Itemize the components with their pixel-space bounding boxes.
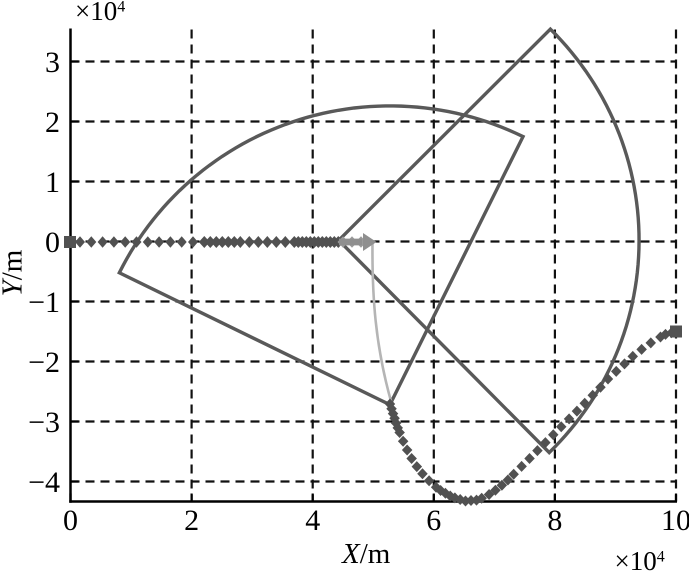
svg-text:10: 10 [661, 504, 689, 537]
svg-text:0: 0 [63, 504, 78, 537]
svg-text:−2: −2 [28, 346, 60, 379]
svg-text:3: 3 [45, 46, 60, 79]
svg-text:−3: −3 [28, 406, 60, 439]
svg-text:8: 8 [547, 504, 562, 537]
svg-text:6: 6 [426, 504, 441, 537]
svg-text:X/m: X/m [341, 538, 391, 570]
svg-text:4: 4 [305, 504, 320, 537]
svg-text:2: 2 [45, 106, 60, 139]
svg-text:−1: −1 [28, 286, 60, 319]
svg-text:1: 1 [45, 166, 60, 199]
svg-text:Y/m: Y/m [0, 249, 29, 296]
svg-text:−4: −4 [28, 466, 60, 499]
svg-text:2: 2 [184, 504, 199, 537]
svg-text:0: 0 [45, 226, 60, 259]
svg-text:×104: ×104 [75, 0, 125, 26]
